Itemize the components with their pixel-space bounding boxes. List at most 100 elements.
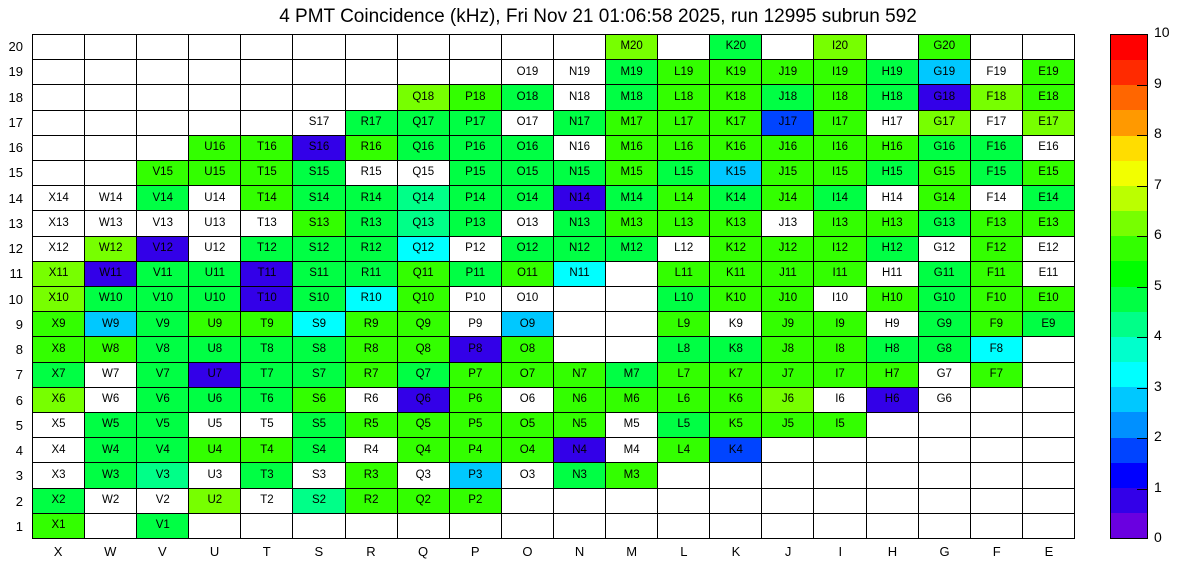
x-axis-tick-S: S xyxy=(314,543,324,559)
page-title: 4 PMT Coincidence (kHz), Fri Nov 21 01:0… xyxy=(279,6,917,27)
heatmap-cell-empty xyxy=(970,463,1023,489)
heatmap-cell-N5: N5 xyxy=(553,413,607,439)
heatmap-cell-V15: V15 xyxy=(137,161,190,187)
heatmap-cell-T12: T12 xyxy=(241,236,294,262)
heatmap-cell-U5: U5 xyxy=(189,413,242,439)
heatmap-cell-empty xyxy=(762,488,815,514)
heatmap-cell-P14: P14 xyxy=(449,186,502,212)
heatmap-cell-empty xyxy=(970,35,1023,61)
heatmap-cell-L18: L18 xyxy=(658,85,711,111)
colorbar-band-4 xyxy=(1111,135,1147,161)
heatmap-cell-K4: K4 xyxy=(710,438,763,464)
heatmap-cell-K15: K15 xyxy=(710,161,763,187)
heatmap-cell-W9: W9 xyxy=(85,312,138,338)
heatmap-cell-empty xyxy=(866,438,919,464)
heatmap-cell-W2: W2 xyxy=(85,488,138,514)
heatmap-cell-G18: G18 xyxy=(918,85,971,111)
heatmap-cell-E13: E13 xyxy=(1022,211,1075,237)
heatmap-cell-W4: W4 xyxy=(85,438,138,464)
heatmap-cell-T10: T10 xyxy=(241,287,294,313)
heatmap-cell-L14: L14 xyxy=(658,186,711,212)
heatmap-cell-V4: V4 xyxy=(137,438,190,464)
colorbar-gradient xyxy=(1110,34,1148,539)
colorbar-tick-label: 0 xyxy=(1154,529,1162,545)
heatmap-cell-S11: S11 xyxy=(293,261,346,287)
heatmap-cell-empty xyxy=(85,135,138,161)
heatmap-cell-empty xyxy=(762,513,815,539)
heatmap-cell-F14: F14 xyxy=(970,186,1023,212)
heatmap-cell-G8: G8 xyxy=(918,337,971,363)
heatmap-cell-empty xyxy=(345,35,398,61)
heatmap-cell-empty xyxy=(1022,362,1075,388)
heatmap-cell-S16: S16 xyxy=(293,135,346,161)
colorbar-tick-line xyxy=(1137,236,1148,237)
heatmap-cell-K16: K16 xyxy=(710,135,763,161)
y-axis: 20 19 18 17 16 15 14 13 12 11 10 9 8 7 6 5 4 3 2 1 xyxy=(0,34,28,539)
heatmap-cell-empty xyxy=(553,488,607,514)
heatmap-cell-S13: S13 xyxy=(293,211,346,237)
heatmap-cell-M7: M7 xyxy=(606,362,659,388)
heatmap-cell-I11: I11 xyxy=(814,261,867,287)
heatmap-cell-empty xyxy=(1022,387,1075,413)
heatmap-cell-M6: M6 xyxy=(606,387,659,413)
heatmap-cell-empty xyxy=(85,60,138,86)
heatmap-cell-F12: F12 xyxy=(970,236,1023,262)
colorbar-tick-label: 10 xyxy=(1154,24,1170,40)
heatmap-cell-M16: M16 xyxy=(606,135,659,161)
heatmap-cell-O18: O18 xyxy=(501,85,554,111)
heatmap-cell-F13: F13 xyxy=(970,211,1023,237)
heatmap-cell-K14: K14 xyxy=(710,186,763,212)
heatmap-cell-G7: G7 xyxy=(918,362,971,388)
colorbar-tick-label: 5 xyxy=(1154,276,1162,293)
heatmap-cell-empty xyxy=(189,513,242,539)
heatmap-cell-X4: X4 xyxy=(33,438,86,464)
heatmap-cell-empty xyxy=(866,35,919,61)
heatmap-cell-empty xyxy=(345,513,398,539)
heatmap-cell-empty xyxy=(762,438,815,464)
heatmap-cell-W11: W11 xyxy=(85,261,138,287)
colorbar-band-0 xyxy=(1111,35,1147,61)
heatmap-cell-J14: J14 xyxy=(762,186,815,212)
heatmap-cell-empty xyxy=(449,513,502,539)
heatmap-cell-O17: O17 xyxy=(501,110,554,136)
heatmap-cell-R10: R10 xyxy=(345,287,398,313)
heatmap-cell-S8: S8 xyxy=(293,337,346,363)
heatmap-cell-empty xyxy=(918,513,971,539)
heatmap-cell-R2: R2 xyxy=(345,488,398,514)
heatmap-cell-P16: P16 xyxy=(449,135,502,161)
heatmap-cell-Q11: Q11 xyxy=(397,261,450,287)
heatmap-cell-Q16: Q16 xyxy=(397,135,450,161)
heatmap-cell-W6: W6 xyxy=(85,387,138,413)
heatmap-cell-empty xyxy=(918,463,971,489)
heatmap-cell-empty xyxy=(33,35,86,61)
heatmap-cell-H11: H11 xyxy=(866,261,919,287)
heatmap-cell-K17: K17 xyxy=(710,110,763,136)
colorbar-band-15 xyxy=(1111,412,1147,438)
heatmap-cell-U15: U15 xyxy=(189,161,242,187)
heatmap-cell-E16: E16 xyxy=(1022,135,1075,161)
heatmap-cell-G14: G14 xyxy=(918,186,971,212)
colorbar-band-12 xyxy=(1111,336,1147,363)
heatmap-cell-Q15: Q15 xyxy=(397,161,450,187)
heatmap-cell-W13: W13 xyxy=(85,211,138,237)
heatmap-cell-L12: L12 xyxy=(658,236,711,262)
heatmap-cell-empty xyxy=(606,488,659,514)
heatmap-cell-empty xyxy=(606,312,659,338)
heatmap-cell-empty xyxy=(241,60,294,86)
heatmap-cell-E18: E18 xyxy=(1022,85,1075,111)
heatmap-cell-K12: K12 xyxy=(710,236,763,262)
heatmap-cell-J5: J5 xyxy=(762,413,815,439)
heatmap-cell-V14: V14 xyxy=(137,186,190,212)
heatmap-cell-P3: P3 xyxy=(449,463,502,489)
heatmap-cell-empty xyxy=(501,35,554,61)
heatmap-cell-X5: X5 xyxy=(33,413,86,439)
heatmap-cell-F16: F16 xyxy=(970,135,1023,161)
y-axis-tick-11: 11 xyxy=(9,266,24,282)
heatmap-cell-K10: K10 xyxy=(710,287,763,313)
heatmap-cell-empty xyxy=(866,463,919,489)
colorbar-tick-line xyxy=(1137,387,1148,389)
heatmap-cell-empty xyxy=(658,488,711,514)
heatmap-cell-M5: M5 xyxy=(606,413,659,439)
y-axis-tick-16: 16 xyxy=(8,140,23,156)
heatmap-cell-Q2: Q2 xyxy=(397,488,450,514)
